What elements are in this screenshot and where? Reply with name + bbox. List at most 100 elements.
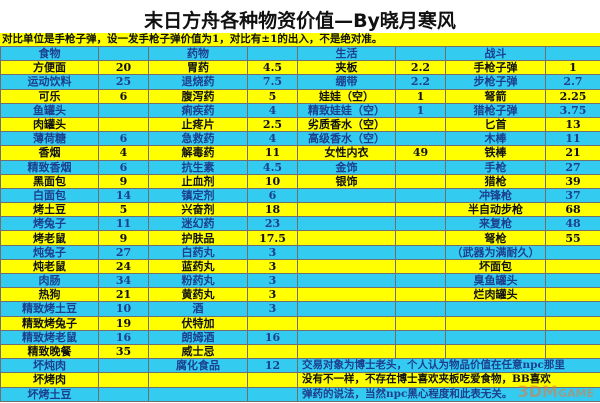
living-name-cell: 银饰 (297, 173, 396, 189)
combat-name-cell: 猎枪子弹 (445, 102, 546, 118)
table-row: 烤土豆 5 兴奋剂 18 半自动步枪 68 (0, 202, 600, 218)
food-name-cell: 炖兔子 (0, 244, 99, 260)
medicine-value-cell: 3 (247, 287, 298, 303)
food-name-cell: 白面包 (0, 187, 99, 204)
living-name-cell (297, 329, 396, 345)
combat-name-cell (445, 315, 546, 331)
food-value-cell: 11 (98, 216, 149, 232)
food-name-cell: 热狗 (0, 287, 99, 303)
table-header-row: 食物 药物 生活 战斗 (0, 45, 600, 62)
combat-value-cell: 21 (545, 145, 600, 161)
food-value-cell: 10 (98, 301, 149, 317)
food-name-cell: 薄荷糖 (0, 131, 99, 147)
table-row: 鱼罐头 痢疾药 4 精致娃娃（空） 1 猎枪子弹 3.75 (0, 102, 600, 118)
food-name-cell: 坏烤肉 (0, 372, 99, 388)
medicine-value-cell: 7.5 (247, 74, 298, 90)
food-name-cell: 精致晚餐 (0, 343, 99, 360)
food-name-cell: 烤土豆 (0, 202, 99, 218)
medicine-name-cell: 朗姆酒 (148, 329, 248, 345)
living-value-cell (395, 116, 446, 133)
header-cell (98, 45, 149, 62)
living-name-cell: 女性内衣 (297, 145, 396, 161)
medicine-value-cell: 3 (247, 272, 298, 289)
medicine-name-cell: 腹泻药 (148, 88, 248, 104)
combat-name-cell: 臭鱼罐头 (445, 272, 546, 289)
living-name-cell: 劣质香水（空） (297, 116, 396, 133)
combat-name-cell: 烂肉罐头 (445, 287, 546, 303)
food-value-cell: 9 (98, 230, 149, 246)
combat-value-cell: 2.25 (545, 88, 600, 104)
value-table: 食物 药物 生活 战斗 方便面 20 胃药 4.5 夹板 2.2 手枪子弹 1 运动饮料 25 退烧药 7.5… (0, 45, 600, 402)
combat-value-cell: 68 (545, 202, 600, 218)
medicine-value-cell (247, 343, 298, 360)
combat-name-cell: 手枪 (445, 159, 546, 175)
medicine-name-cell (148, 372, 248, 388)
medicine-value-cell: 23 (247, 216, 298, 232)
living-value-cell (395, 187, 446, 204)
living-value-cell (395, 272, 446, 289)
food-name-cell: 可乐 (0, 88, 99, 104)
table-row: 可乐 6 腹泻药 5 娃娃（空） 1 弩箭 2.25 (0, 88, 600, 104)
header-cell (545, 45, 600, 62)
combat-name-cell: 木棒 (445, 131, 546, 147)
medicine-value-cell: 2.5 (247, 116, 298, 133)
table-row: 肉罐头 止疼片 2.5 劣质香水（空） 匕首 13 (0, 116, 600, 133)
header-cell: 食物 (0, 45, 99, 62)
memo-line: 弹药的说法，当然npc黑心程度和此表无关。 (297, 386, 600, 402)
table-row: 炖老鼠 24 蓝药丸 3 坏面包 (0, 258, 600, 275)
header-cell (395, 45, 446, 62)
food-value-cell: 19 (98, 315, 149, 331)
combat-value-cell: 27 (545, 159, 600, 175)
living-value-cell (395, 258, 446, 275)
food-value-cell: 5 (98, 202, 149, 218)
food-name-cell: 精致烤土豆 (0, 301, 99, 317)
combat-name-cell: 半自动步枪 (445, 202, 546, 218)
medicine-value-cell: 3 (247, 258, 298, 275)
combat-value-cell: 13 (545, 116, 600, 133)
living-value-cell (395, 216, 446, 232)
medicine-value-cell: 17.5 (247, 230, 298, 246)
table-row: 炖兔子 27 白药丸 3 （武器为满耐久） (0, 244, 600, 260)
food-value-cell: 14 (98, 187, 149, 204)
note-banner: 对比单位是手枪子弹，设一发手枪子弹价值为1，对比有±1的出入，不是绝对准。 (0, 33, 600, 46)
food-value-cell: 25 (98, 74, 149, 90)
combat-value-cell: 3.75 (545, 102, 600, 118)
header-cell: 战斗 (445, 45, 546, 62)
combat-name-cell: 手枪子弹 (445, 60, 546, 76)
combat-value-cell: 1 (545, 60, 600, 76)
combat-value-cell (545, 258, 600, 275)
page-title: 末日方舟各种物资价值—By晓月寒风 (144, 10, 456, 32)
medicine-value-cell: 11 (247, 145, 298, 161)
table-row: 精致晚餐 35 威士忌 (0, 343, 600, 360)
table-row: 热狗 21 黄药丸 3 烂肉罐头 (0, 287, 600, 303)
medicine-name-cell: 护肤品 (148, 230, 248, 246)
living-value-cell (395, 343, 446, 360)
living-value-cell (395, 159, 446, 175)
medicine-name-cell: 镇定剂 (148, 187, 248, 204)
living-value-cell (395, 301, 446, 317)
table-row: 香烟 4 解毒药 11 女性内衣 49 铁棒 21 (0, 145, 600, 161)
food-value-cell: 34 (98, 272, 149, 289)
food-value-cell: 16 (98, 329, 149, 345)
combat-value-cell: 48 (545, 216, 600, 232)
food-value-cell: 35 (98, 343, 149, 360)
medicine-value-cell: 3 (247, 301, 298, 317)
combat-name-cell: 猎枪 (445, 173, 546, 189)
living-name-cell (297, 230, 396, 246)
combat-value-cell: 37 (545, 187, 600, 204)
living-value-cell: 1 (395, 102, 446, 118)
living-value-cell: 2.2 (395, 60, 446, 76)
food-name-cell: 香烟 (0, 145, 99, 161)
food-name-cell: 精致烤老鼠 (0, 329, 99, 345)
food-value-cell (98, 386, 149, 402)
living-name-cell: 娃娃（空） (297, 88, 396, 104)
header-cell: 药物 (148, 45, 248, 62)
table-row: 白面包 14 镇定剂 6 冲锋枪 37 (0, 187, 600, 204)
medicine-value-cell: 3 (247, 244, 298, 260)
living-name-cell (297, 258, 396, 275)
medicine-value-cell: 16 (247, 329, 298, 345)
combat-value-cell: 39 (545, 173, 600, 189)
combat-value-cell (545, 287, 600, 303)
combat-name-cell: 步枪子弹 (445, 74, 546, 90)
living-name-cell: 高级香水（空） (297, 131, 396, 147)
